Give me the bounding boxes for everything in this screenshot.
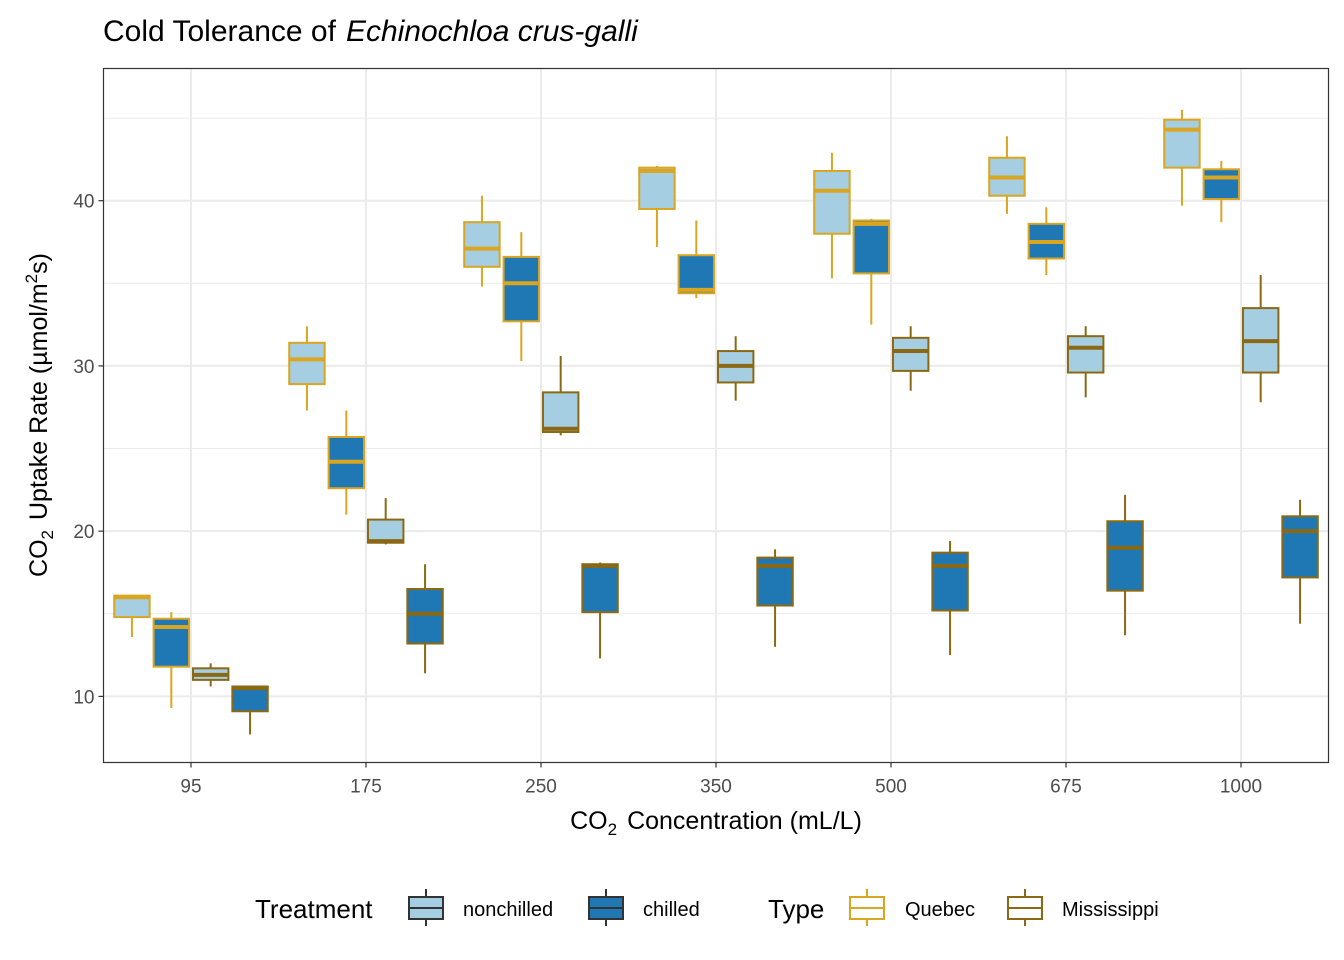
legend-label-quebec: Quebec: [905, 899, 975, 921]
box-body: [891, 336, 930, 372]
x-tick-label: 250: [525, 777, 557, 798]
box-mississippi-chilled: [931, 541, 969, 656]
box-quebec-chilled: [1027, 207, 1066, 276]
box-mississippi-chilled: [1281, 499, 1319, 624]
x-axis: 95 175 250 350 500 675 1000: [180, 762, 1262, 798]
legend: Treatment nonchilled chilled Type Quebec…: [255, 889, 1159, 926]
y-tick-label: 30: [73, 357, 94, 378]
box-body: [231, 685, 269, 713]
box-quebec-nonchilled: [463, 195, 501, 287]
y-tick-label: 10: [73, 687, 94, 708]
legend-label-mississippi: Mississippi: [1062, 899, 1159, 921]
x-axis-title-rest: Concentration (mL/L): [627, 807, 862, 835]
box-quebec-nonchilled: [113, 594, 151, 637]
box-body: [502, 255, 541, 323]
x-tick-label: 350: [700, 777, 732, 798]
box-body: [581, 563, 619, 614]
box-body: [1281, 515, 1319, 579]
box-body: [1066, 335, 1105, 374]
legend-key-quebec: [849, 889, 885, 926]
y-tick-label: 40: [73, 192, 94, 213]
box-body: [677, 254, 716, 295]
box-quebec-chilled: [1202, 161, 1241, 223]
box-quebec-nonchilled: [813, 152, 851, 279]
box-quebec-nonchilled: [1163, 109, 1201, 206]
chart-title-species: Echinochloa crus-galli: [346, 15, 639, 48]
y-axis-title-rest: Uptake Rate (µmol/m: [25, 283, 53, 520]
box-quebec-chilled: [677, 220, 716, 299]
x-tick-label: 175: [350, 777, 382, 798]
legend-key-nonchilled: [408, 889, 444, 926]
legend-key-chilled: [588, 889, 624, 926]
box-mississippi-chilled: [406, 564, 444, 674]
box-mississippi-nonchilled: [366, 498, 405, 545]
box-mississippi-nonchilled: [1066, 326, 1105, 398]
box-mississippi-nonchilled: [541, 356, 580, 436]
box-body: [638, 166, 676, 210]
box-body: [852, 219, 891, 275]
grid-lines: [103, 68, 1329, 763]
x-tick-label: 95: [180, 777, 201, 798]
box-body: [1163, 118, 1201, 169]
box-mississippi-chilled: [581, 562, 619, 659]
box-body: [813, 169, 851, 235]
box-quebec-nonchilled: [988, 136, 1026, 214]
box-quebec-chilled: [502, 232, 541, 361]
box-quebec-nonchilled: [638, 165, 676, 247]
box-mississippi-nonchilled: [891, 326, 930, 391]
y-axis-title-end: s): [25, 253, 53, 274]
box-body: [931, 551, 969, 612]
y-axis-title: CO2Uptake Rate (µmol/m2s): [22, 253, 57, 577]
box-mississippi-chilled: [1106, 494, 1144, 636]
box-quebec-chilled: [152, 612, 191, 708]
y-axis-title-sup: 2: [22, 274, 41, 283]
legend-label-chilled: chilled: [643, 899, 700, 921]
x-axis-title-main: CO: [570, 807, 608, 835]
box-quebec-chilled: [327, 410, 366, 515]
legend-label-nonchilled: nonchilled: [463, 899, 553, 921]
box-body: [406, 588, 444, 645]
x-tick-label: 1000: [1220, 777, 1262, 798]
box-body: [1202, 168, 1241, 201]
chart-title-prefix: Cold Tolerance of: [103, 15, 337, 48]
box-body: [288, 341, 326, 386]
legend-treatment-title: Treatment: [255, 894, 373, 924]
box-body: [1106, 520, 1144, 592]
box-plot-layer: [113, 109, 1319, 735]
box-quebec-nonchilled: [288, 326, 326, 411]
box-quebec-chilled: [852, 218, 891, 325]
x-tick-label: 500: [875, 777, 907, 798]
y-axis: 10 20 30 40: [73, 192, 104, 708]
x-tick-label: 675: [1050, 777, 1082, 798]
box-body: [463, 221, 501, 268]
box-body: [541, 391, 580, 434]
legend-key-mississippi: [1007, 889, 1043, 926]
y-tick-label: 20: [73, 522, 94, 543]
x-axis-title-sub: 2: [608, 820, 617, 839]
y-axis-title-main: CO: [25, 539, 53, 577]
box-mississippi-nonchilled: [191, 663, 230, 687]
x-axis-title: CO2 Concentration (mL/L): [570, 807, 862, 839]
box-mississippi-nonchilled: [716, 336, 755, 401]
chart-title: Cold Tolerance of Echinochloa crus-galli: [103, 15, 639, 48]
box-mississippi-chilled: [756, 549, 794, 647]
box-mississippi-chilled: [231, 685, 269, 735]
y-axis-title-sub: 2: [38, 530, 57, 539]
box-mississippi-nonchilled: [1241, 275, 1280, 403]
legend-type-title: Type: [768, 894, 824, 924]
